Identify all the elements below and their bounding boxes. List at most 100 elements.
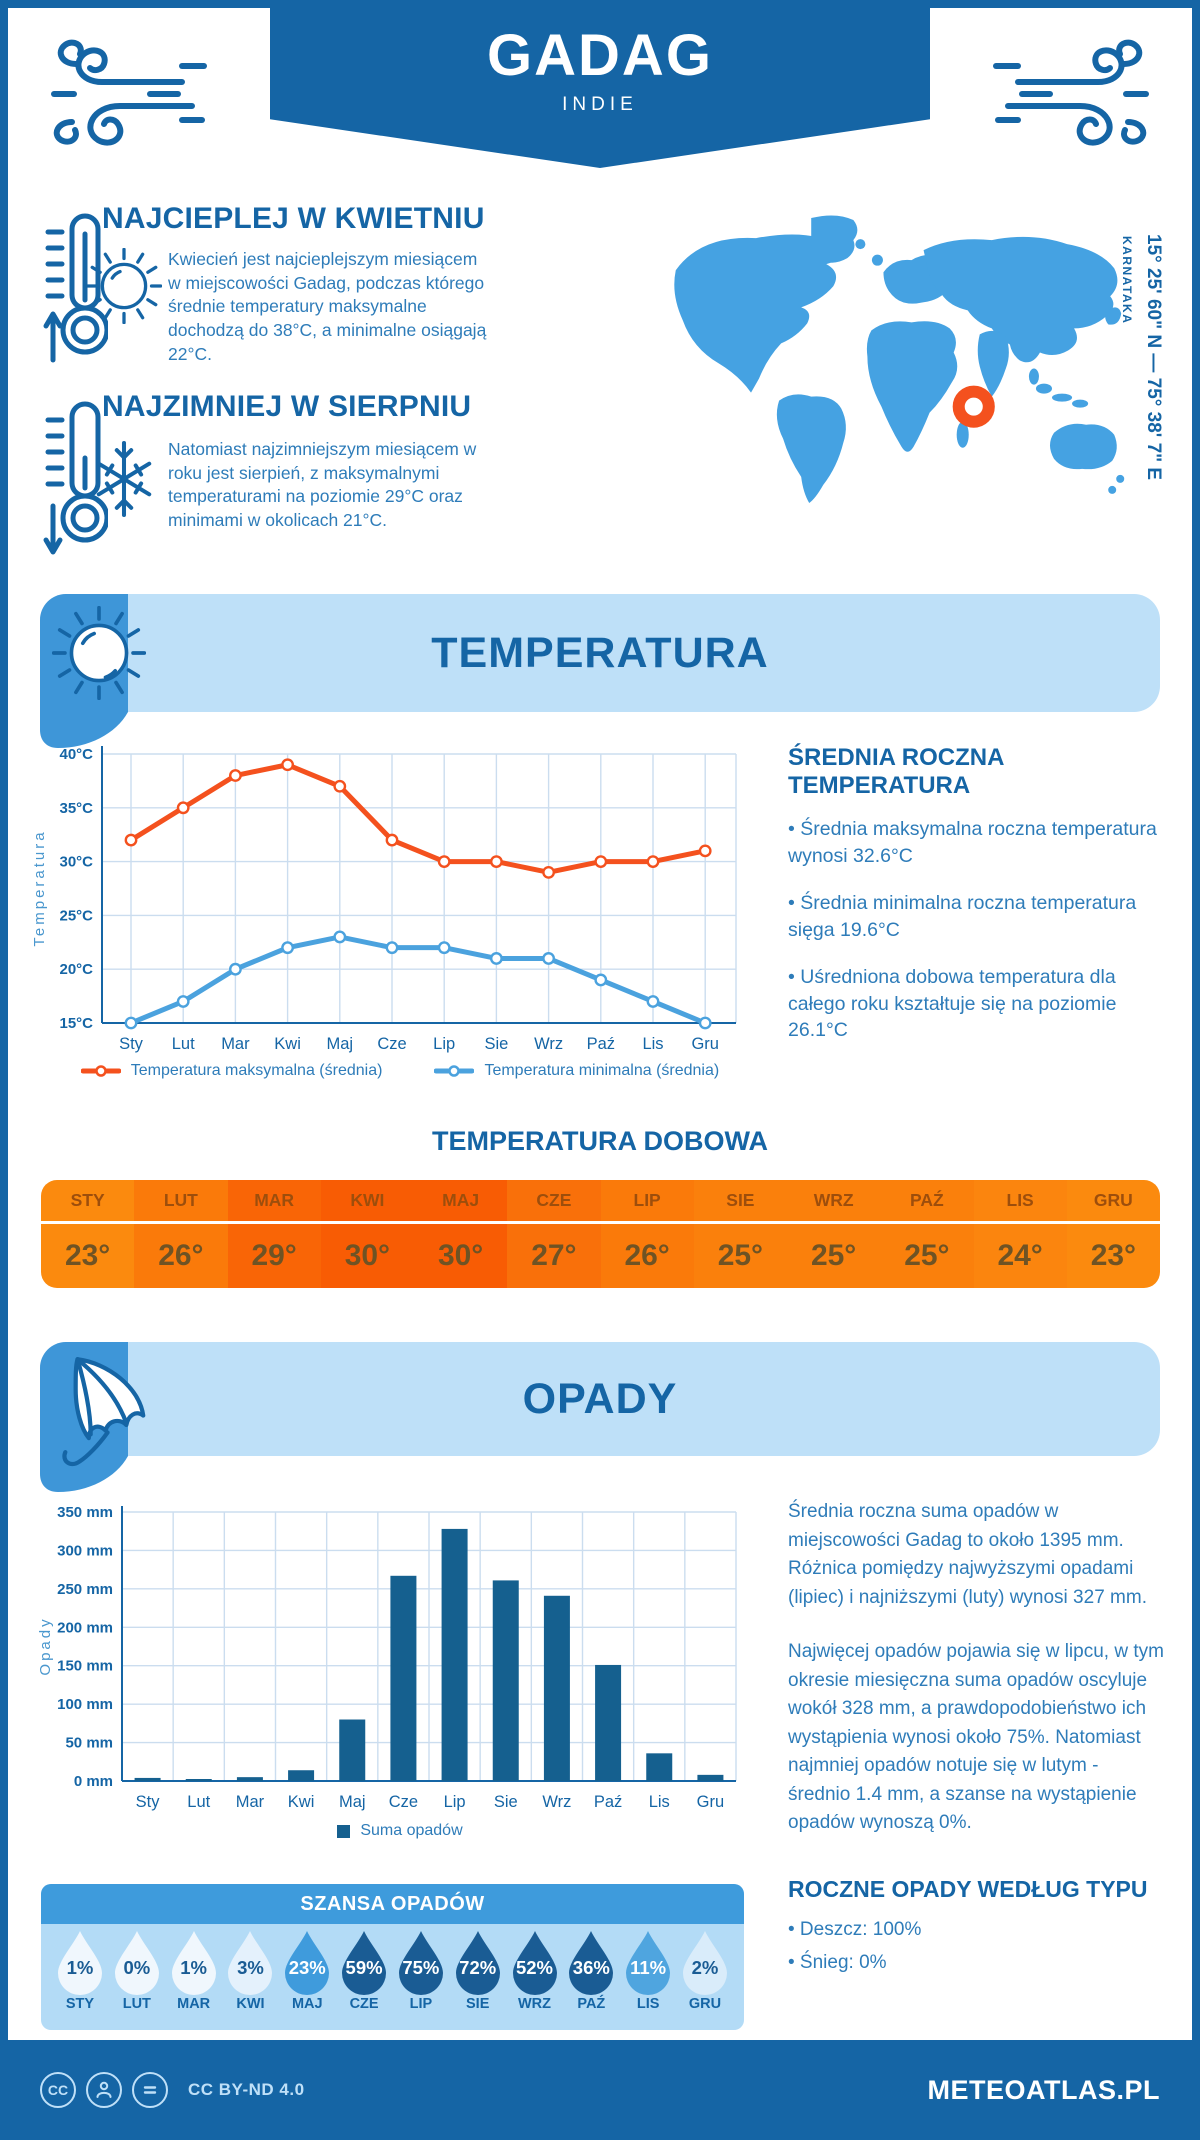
chance-month: STY [65,1996,95,2012]
daily-temperature-table: STY 23° LUT 26° MAR 29° KWI 30° MAJ 30° … [41,1180,1160,1288]
svg-text:Wrz: Wrz [542,1793,571,1811]
chance-droplet: 1% MAR [167,1929,221,2012]
svg-text:Temperatura: Temperatura [31,829,48,946]
svg-text:150 mm: 150 mm [57,1658,113,1675]
chance-droplet: 0% LUT [110,1929,164,2012]
svg-text:35°C: 35°C [59,800,93,817]
precipitation-type-bullet: • Deszcz: 100% [788,1919,922,1940]
precipitation-paragraph: Średnia roczna suma opadów w miejscowośc… [788,1501,1147,1608]
svg-text:Paź: Paź [587,1035,615,1053]
svg-text:Sty: Sty [136,1793,161,1811]
daily-cell-month: GRU [1066,1180,1160,1224]
chance-panel: SZANSA OPADÓW 1% STY 0% LUT 1% MAR [41,1884,744,2030]
droplet-icon [58,1931,102,1995]
sun-icon [86,248,162,324]
thermometer-up-icon [43,213,108,363]
svg-text:200 mm: 200 mm [57,1619,113,1636]
droplet-icon [342,1931,387,1995]
daily-cell-value: 25° [904,1239,950,1272]
map-region-label: KARNATAKA [1120,236,1134,325]
daily-cell-month: LUT [134,1180,228,1224]
snowflake-icon [96,440,152,518]
highlight-cold-text: Natomiast najzimniejszym miesiącem w rok… [168,439,477,530]
legend-line-marker [80,1065,121,1077]
svg-text:Lis: Lis [649,1793,670,1811]
chance-month: MAJ [291,1996,323,2012]
map-coordinates: 15° 25' 60" N — 75° 38' 7" E [1143,234,1164,481]
daily-temp-cell: SIE 25° [693,1180,787,1288]
daily-cell-value: 30° [344,1239,391,1272]
daily-cell-month: WRZ [787,1180,881,1224]
daily-cell-month: PAŹ [880,1180,974,1224]
droplet-icon [398,1931,443,1995]
svg-text:20°C: 20°C [59,961,93,978]
chance-droplet: 59% CZE [337,1929,391,2012]
site-logo: METEOATLAS.PL [927,2074,1160,2105]
umbrella-icon [62,1357,146,1467]
chance-month: LIP [409,1996,433,2012]
svg-text:Kwi: Kwi [274,1035,301,1053]
chance-droplet: 75% LIP [394,1929,448,2012]
precipitation-type-bullet: • Śnieg: 0% [788,1952,887,1974]
svg-text:Mar: Mar [221,1035,250,1053]
banner-tail [40,712,128,748]
daily-cell-value: 29° [251,1239,297,1272]
chance-value: 0% [123,1957,151,1978]
svg-text:Cze: Cze [389,1793,418,1811]
wind-icon [51,39,207,146]
chance-month: WRZ [517,1996,551,2012]
svg-text:Lut: Lut [172,1035,195,1053]
temperature-chart: 15°C 20°C 25°C 30°C 35°C 40°C Sty Lut Mar Kwi Maj C… [31,746,737,1053]
droplet-icon [569,1931,614,1995]
temperature-chart-legend: Temperatura maksymalna (średnia) Tempera… [30,1062,770,1080]
daily-temp-cell: PAŹ 25° [880,1180,974,1288]
chance-month: SIE [466,1996,490,2012]
daily-cell-value: 23° [1090,1239,1137,1272]
chance-month: CZE [349,1996,379,2012]
precipitation-chart-legend: Suma opadów [30,1822,770,1840]
temperature-bullet: • Średnia minimalna roczna temperatura s… [788,891,1137,941]
droplet-icon [228,1931,273,1995]
svg-text:Cze: Cze [377,1035,406,1053]
daily-temp-cell: MAJ 30° [414,1180,508,1288]
daily-cell-month: LIP [600,1180,694,1224]
temperature-section-title: TEMPERATURA [431,628,769,677]
svg-text:Lip: Lip [444,1793,466,1811]
svg-text:Sty: Sty [119,1035,144,1053]
location-marker [952,385,995,428]
svg-text:Sie: Sie [484,1035,508,1053]
precipitation-banner [40,1342,1160,1456]
temperature-bullet: • Uśredniona dobowa temperatura dla całe… [788,965,1117,1042]
daily-temp-cell: LUT 26° [134,1180,228,1288]
daily-cell-value: 23° [64,1239,111,1272]
svg-text:30°C: 30°C [59,854,93,871]
droplet-icon [455,1931,500,1995]
droplet-icon [114,1931,159,1995]
daily-cell-value: 24° [997,1239,1043,1272]
daily-cell-month: STY [41,1180,135,1224]
chance-month: LIS [636,1996,660,2012]
cc-icon: CC [40,2072,76,2108]
wind-icon [993,39,1149,146]
chance-droplet: 23% MAJ [280,1929,334,2012]
legend-label: Temperatura maksymalna (średnia) [130,1062,383,1079]
chance-droplet: 1% STY [53,1929,107,2012]
precipitation-paragraph: Najwięcej opadów pojawia się w lipcu, w … [788,1641,1164,1833]
svg-text:100 mm: 100 mm [57,1696,113,1713]
header-banner: GADAG INDIE [270,0,930,168]
legend-item: Suma opadów [337,1822,463,1840]
daily-temp-cell: LIP 26° [600,1180,694,1288]
svg-text:Gru: Gru [691,1035,719,1053]
daily-temp-cell: WRZ 25° [787,1180,881,1288]
svg-text:15°C: 15°C [59,1015,93,1032]
droplet-icon [171,1931,216,1995]
chance-value: 1% [66,1957,94,1978]
svg-text:50 mm: 50 mm [65,1735,113,1752]
daily-table-title: TEMPERATURA DOBOWA [432,1126,768,1156]
droplet-icon [512,1931,557,1995]
chance-droplet: 36% PAŹ [564,1929,618,2012]
temperature-banner [40,594,1160,712]
chance-droplet: 11% LIS [621,1929,675,2012]
cc-nd-icon [132,2072,168,2108]
daily-temp-cell: GRU 23° [1066,1180,1160,1288]
